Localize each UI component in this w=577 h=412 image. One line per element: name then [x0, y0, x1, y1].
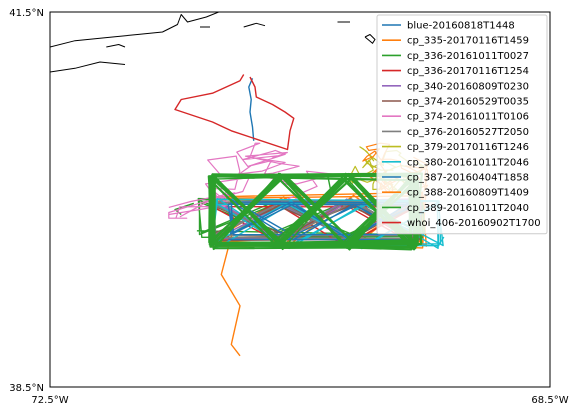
- legend-label: cp_389-20161011T2040: [407, 203, 529, 214]
- legend-label: whoi_406-20160902T1700: [407, 218, 541, 229]
- track-whoi_406-20160902T1700: [174, 74, 295, 151]
- track-cp_335-20170116T1459-tail: [220, 221, 241, 357]
- track-blue-20160818T1448: [248, 78, 255, 141]
- track-cp_380-20161011T2046-tail: [436, 236, 445, 248]
- coastline-segment: [243, 22, 266, 28]
- legend-label: cp_340-20160809T0230: [407, 81, 529, 92]
- legend-label: blue-20160818T1448: [407, 21, 515, 32]
- legend-label: cp_335-20170116T1459: [407, 36, 529, 47]
- coastline-segment: [50, 61, 126, 73]
- legend-label: cp_376-20160527T2050: [407, 127, 529, 138]
- legend-label: cp_336-20170116T1254: [407, 66, 529, 77]
- coastline-segment: [50, 12, 219, 48]
- legend-box: [376, 14, 548, 235]
- legend-label: cp_336-20161011T0027: [407, 51, 529, 62]
- legend-label: cp_387-20160404T1858: [407, 173, 529, 184]
- x-tick-label-east: 68.5°W: [531, 395, 568, 406]
- plot-frame: [49, 11, 551, 388]
- legend-label: cp_374-20161011T0106: [407, 112, 529, 123]
- legend-label: cp_374-20160529T0035: [407, 97, 529, 108]
- legend-label: cp_388-20160809T1409: [407, 188, 529, 199]
- y-tick-label-north: 41.5°N: [9, 8, 44, 19]
- legend-label: cp_379-20170116T1246: [407, 142, 529, 153]
- x-tick-label-west: 72.5°W: [31, 395, 68, 406]
- legend-label: cp_380-20161011T2046: [407, 157, 529, 168]
- legend: blue-20160818T1448 cp_335-20170116T1459cp…: [376, 14, 548, 235]
- track-cp_374-20161011T0106-tail: [168, 202, 236, 216]
- coastline-segment: [364, 34, 376, 44]
- y-tick-label-south: 38.5°N: [9, 383, 44, 394]
- coastline-segment: [106, 44, 126, 48]
